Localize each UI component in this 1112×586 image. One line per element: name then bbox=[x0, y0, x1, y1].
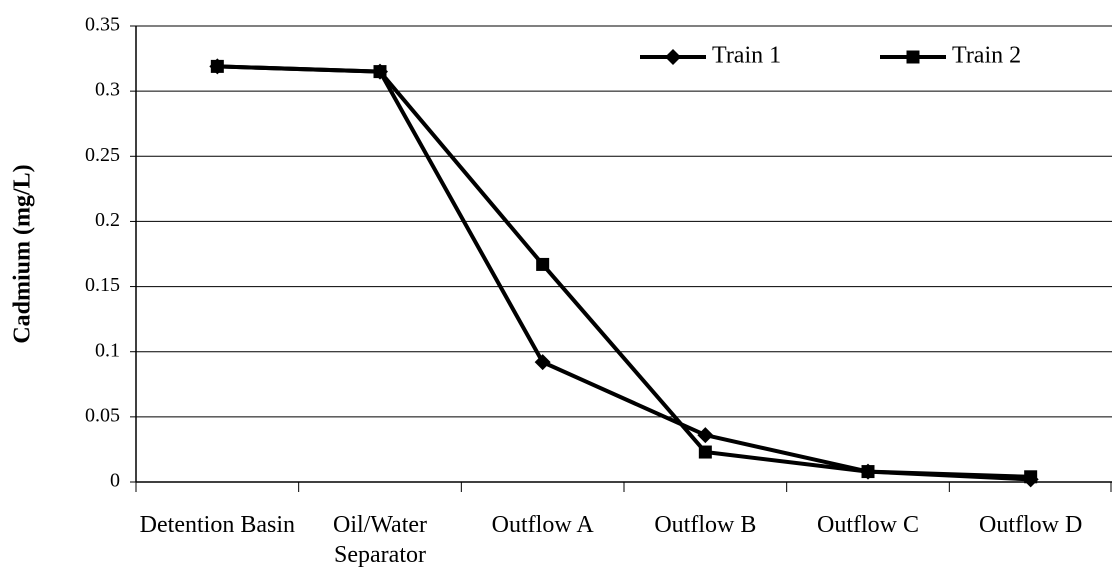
marker bbox=[697, 427, 714, 444]
series-line bbox=[217, 64, 1031, 482]
marker bbox=[536, 257, 550, 271]
marker bbox=[698, 445, 712, 459]
y-tick-label: 0.15 bbox=[85, 274, 120, 296]
y-tick-label: 0.2 bbox=[95, 209, 120, 231]
y-tick-label: 0.3 bbox=[95, 79, 120, 101]
y-axis-label: Cadmium (mg/L) bbox=[10, 164, 36, 343]
x-tick-label: Outflow C bbox=[817, 512, 919, 538]
marker bbox=[665, 49, 681, 65]
x-tick-label: Outflow B bbox=[654, 512, 757, 538]
y-tick-label: 0.05 bbox=[85, 404, 120, 426]
x-tick-label: Outflow A bbox=[491, 512, 594, 538]
x-tick-label: Outflow D bbox=[978, 512, 1083, 538]
y-tick-label: 0.35 bbox=[85, 14, 120, 36]
marker bbox=[861, 465, 875, 479]
x-tick-label: Oil/Water Separator bbox=[332, 512, 428, 568]
marker bbox=[1024, 470, 1038, 484]
y-tick-label: 0.25 bbox=[85, 144, 120, 166]
y-tick-label: 0.1 bbox=[95, 339, 120, 361]
marker bbox=[210, 59, 224, 73]
marker bbox=[373, 65, 387, 79]
x-tick-label: Detention Basin bbox=[139, 512, 295, 538]
y-tick-label: 0 bbox=[110, 470, 120, 492]
marker bbox=[534, 354, 551, 371]
series-line bbox=[217, 64, 1031, 479]
marker bbox=[906, 50, 920, 64]
legend-label: Train 1 bbox=[712, 43, 781, 69]
legend-label: Train 2 bbox=[952, 43, 1021, 69]
